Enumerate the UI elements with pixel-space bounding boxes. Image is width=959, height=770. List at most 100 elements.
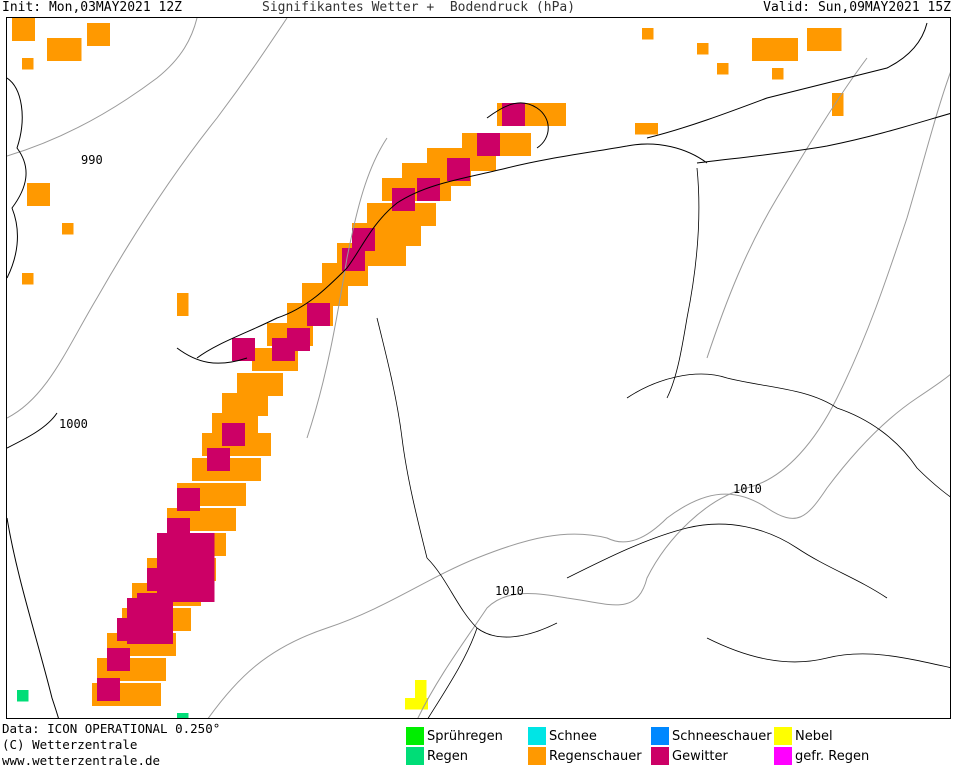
precip-cell [398, 234, 410, 246]
precip-cell [462, 133, 474, 145]
precip-cell [177, 499, 189, 511]
legend-item-nebel: Nebel [774, 727, 833, 745]
precip-cell [249, 469, 261, 481]
precip-cell [417, 189, 429, 201]
precip-cell [234, 483, 246, 495]
precip-cell [428, 189, 440, 201]
precip-cell [428, 178, 440, 190]
precip-cell [425, 163, 437, 175]
precip-cell [283, 338, 295, 350]
border-fr-de [376, 317, 428, 559]
precip-cell [17, 690, 29, 702]
precip-cell [531, 114, 543, 126]
precip-cell [375, 234, 387, 246]
legend-item-gefr-regen: gefr. Regen [774, 747, 869, 765]
precip-cell [775, 38, 787, 50]
precip-cell [127, 621, 139, 633]
precip-cell [127, 598, 139, 610]
precip-cell [58, 49, 70, 61]
precip-cell [447, 169, 459, 181]
isobar-line [306, 137, 388, 439]
precip-cell [157, 556, 169, 568]
precip-cell [402, 163, 414, 175]
precip-cell [117, 618, 129, 630]
precip-cell [218, 448, 230, 460]
precip-cell [353, 248, 365, 260]
precip-cell [318, 303, 330, 315]
precip-cell [222, 393, 234, 405]
precip-cell [405, 698, 417, 710]
precip-cell [248, 373, 260, 385]
precip-cell [218, 459, 230, 471]
precip-cell [149, 683, 161, 695]
precip-cell [378, 203, 390, 215]
precip-cell [161, 598, 173, 610]
precip-cell [832, 93, 844, 105]
precip-cell [252, 348, 264, 360]
precip-cell [245, 404, 257, 416]
baltic-coast [696, 113, 950, 164]
precip-cell [211, 494, 223, 506]
precip-cell [378, 214, 390, 226]
precip-cell [401, 214, 413, 226]
precip-cell [336, 294, 348, 306]
precip-cell [38, 194, 50, 206]
precip-cell [413, 163, 425, 175]
precip-cell [775, 49, 787, 61]
precip-cell [237, 373, 249, 385]
precip-cell [120, 669, 132, 681]
precip-cell [232, 338, 244, 350]
precip-cell [107, 659, 119, 671]
precip-cell [157, 533, 169, 545]
precip-cell [47, 49, 59, 61]
precip-cell [298, 303, 310, 315]
precip-cell [180, 567, 192, 579]
precip-cell [248, 384, 260, 396]
precip-cell [203, 556, 215, 568]
precip-cell [168, 608, 180, 620]
precip-cell [192, 458, 204, 470]
precip-cell [386, 234, 398, 246]
precip-cell [180, 579, 192, 591]
precip-cell [263, 348, 275, 360]
precip-cell [226, 458, 238, 470]
precip-cell [246, 413, 258, 425]
precip-cell [192, 469, 204, 481]
precip-cell [367, 214, 379, 226]
copyright: (C) Wetterzentrale [2, 737, 138, 752]
precip-cell [409, 223, 421, 235]
precip-cell [131, 658, 143, 670]
precip-cell [393, 178, 405, 190]
border-cz-east [836, 407, 950, 498]
precip-cell [23, 18, 35, 30]
precip-cell [488, 144, 500, 156]
precip-cell [424, 214, 436, 226]
source-url[interactable]: www.wetterzentrale.de [2, 753, 161, 768]
precip-cell [520, 103, 532, 115]
precip-cell [150, 632, 162, 644]
precip-cell [180, 544, 192, 556]
precip-cell [108, 669, 120, 681]
precip-cell [243, 349, 255, 361]
precip-cell [488, 133, 500, 145]
border-ch [426, 557, 558, 638]
precip-cell [427, 148, 439, 160]
precip-cell [191, 590, 203, 602]
precip-cell [484, 159, 496, 171]
precip-cell [23, 29, 35, 41]
precip-cell [416, 698, 428, 710]
precip-cell [97, 658, 109, 670]
precip-cell [752, 38, 764, 50]
precip-cell [353, 259, 365, 271]
legend-label: Schneeschauer [672, 728, 772, 744]
spain-coast [7, 517, 59, 718]
precip-cell [267, 323, 279, 335]
precip-cell [202, 433, 214, 445]
precip-cell [118, 659, 130, 671]
precip-cell [27, 183, 39, 195]
precip-cell [168, 567, 180, 579]
precip-cell [252, 359, 264, 371]
legend-label: Schnee [549, 728, 597, 744]
precip-cell [322, 274, 334, 286]
precip-cell [367, 203, 379, 215]
